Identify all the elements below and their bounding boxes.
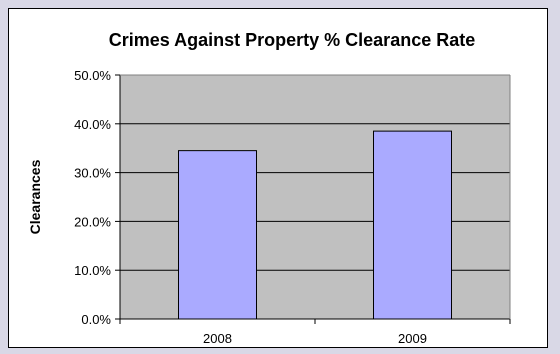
bar-2009	[373, 130, 452, 320]
axes	[115, 74, 511, 324]
y-tick-label: 30.0%	[74, 166, 111, 181]
x-tick-labels: 2008 2009	[203, 331, 427, 346]
y-tick-label: 10.0%	[74, 263, 111, 278]
y-tick-label: 40.0%	[74, 117, 111, 132]
x-tick-label: 2008	[203, 331, 232, 346]
chart-title: Crimes Against Property % Clearance Rate	[109, 30, 475, 50]
y-tick-label: 50.0%	[74, 68, 111, 83]
x-tick-label: 2009	[398, 331, 427, 346]
bars	[178, 130, 452, 320]
y-tick-label: 20.0%	[74, 214, 111, 229]
y-tick-label: 0.0%	[81, 312, 111, 327]
y-tick-labels: 0.0% 10.0% 20.0% 30.0% 40.0% 50.0%	[74, 68, 111, 327]
y-axis-title: Clearances	[27, 159, 43, 234]
bar-2008	[178, 150, 257, 320]
